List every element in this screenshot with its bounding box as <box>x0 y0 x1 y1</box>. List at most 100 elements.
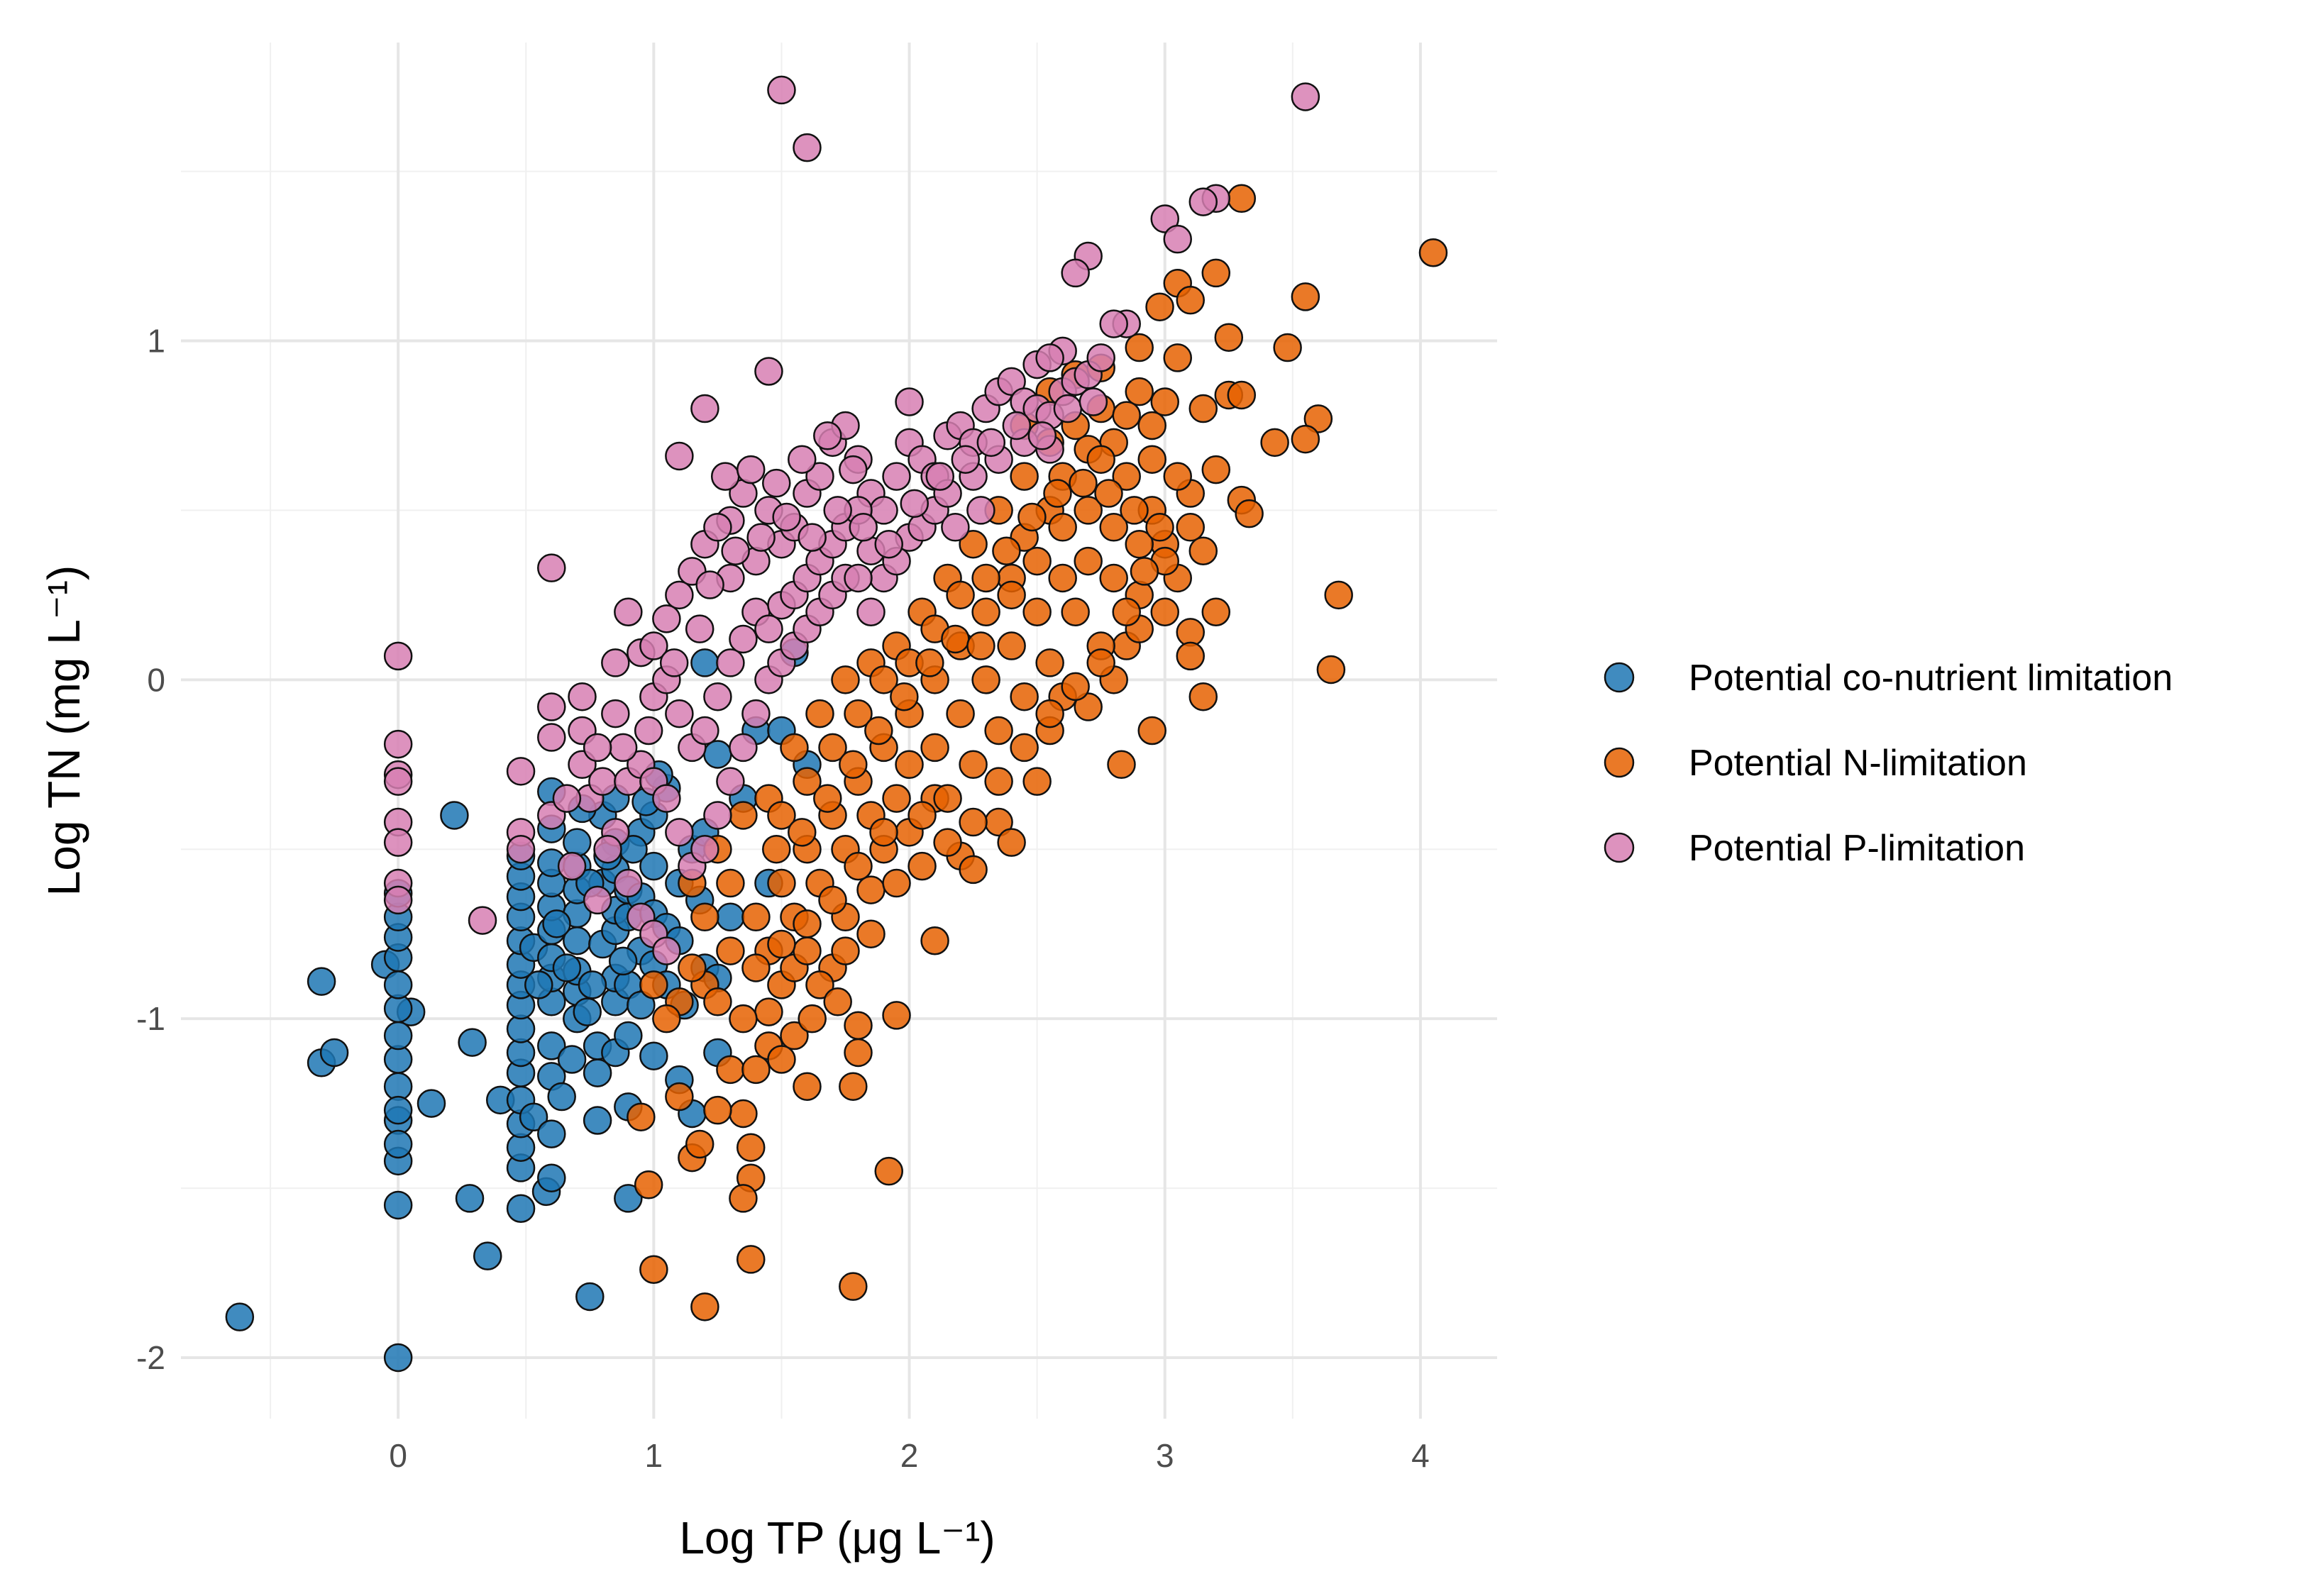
data-point <box>383 729 413 759</box>
data-point <box>1163 462 1193 491</box>
data-point <box>856 875 886 904</box>
data-point <box>703 740 732 769</box>
data-point <box>383 1095 413 1125</box>
data-point <box>895 387 924 416</box>
data-point <box>703 513 732 542</box>
data-point <box>882 784 911 813</box>
x-tick-label: 0 <box>389 1437 407 1474</box>
data-point <box>844 1038 873 1068</box>
data-point <box>1035 699 1064 728</box>
data-point <box>959 855 988 885</box>
data-point <box>767 801 796 830</box>
data-point <box>920 733 949 763</box>
data-point <box>547 1082 576 1112</box>
data-point <box>716 1055 745 1085</box>
data-point <box>844 699 873 728</box>
data-point <box>703 987 732 1016</box>
data-point <box>552 784 582 813</box>
data-point <box>1291 82 1320 111</box>
data-point <box>882 462 911 491</box>
data-point <box>639 1041 668 1070</box>
x-tick-label: 3 <box>1156 1437 1174 1474</box>
data-point <box>831 936 860 965</box>
data-point <box>537 553 566 582</box>
data-point <box>652 784 681 813</box>
data-point <box>736 1245 766 1274</box>
data-point <box>716 902 745 932</box>
data-point <box>383 828 413 857</box>
data-point <box>959 750 988 780</box>
data-point <box>839 455 868 484</box>
x-tick-label: 2 <box>900 1437 919 1474</box>
data-point <box>997 631 1026 660</box>
data-point <box>537 1163 566 1192</box>
data-point <box>849 513 878 542</box>
x-tick-label: 4 <box>1411 1437 1430 1474</box>
data-point <box>746 523 776 552</box>
data-point <box>1010 682 1039 711</box>
data-point <box>805 462 834 491</box>
data-point <box>1137 445 1166 474</box>
data-point <box>976 428 1006 458</box>
data-point <box>721 536 750 565</box>
data-point <box>900 489 929 519</box>
data-point <box>627 1102 656 1131</box>
legend-label: Potential co-nutrient limitation <box>1689 658 2173 699</box>
data-point <box>557 851 587 881</box>
data-point <box>1201 597 1231 627</box>
data-point <box>695 570 724 599</box>
data-point <box>971 665 1000 694</box>
data-point <box>473 1241 502 1270</box>
data-point <box>524 970 553 999</box>
data-point <box>729 1184 758 1213</box>
data-point <box>823 987 852 1016</box>
data-point <box>805 699 834 728</box>
data-point <box>839 1272 868 1301</box>
data-point <box>864 716 893 746</box>
data-point <box>1163 343 1193 372</box>
data-point <box>951 445 981 474</box>
data-point <box>468 906 497 935</box>
data-point <box>767 1045 796 1074</box>
data-point <box>307 967 336 996</box>
data-point <box>537 1031 566 1060</box>
grid-lines <box>181 43 1497 1419</box>
data-point <box>1112 401 1141 430</box>
data-point <box>639 851 668 881</box>
data-point <box>741 1055 771 1085</box>
data-point <box>542 909 571 938</box>
data-point <box>1176 641 1206 671</box>
data-point <box>831 665 860 694</box>
data-point <box>762 834 791 864</box>
data-point <box>997 828 1026 857</box>
data-point <box>798 523 827 552</box>
data-point <box>1048 513 1077 542</box>
data-point <box>1043 479 1072 508</box>
data-point <box>416 1089 446 1118</box>
data-point <box>984 716 1013 746</box>
data-point <box>665 818 694 847</box>
data-point <box>959 807 988 837</box>
data-point <box>519 1102 548 1131</box>
legend-key <box>1604 662 1635 693</box>
data-point <box>1260 428 1289 458</box>
data-point <box>1201 258 1231 288</box>
data-point <box>1176 513 1206 542</box>
data-point <box>440 801 469 830</box>
data-point <box>716 868 745 898</box>
data-point <box>652 1004 681 1033</box>
data-point <box>659 648 689 677</box>
data-point <box>780 1021 809 1051</box>
data-point <box>805 970 834 999</box>
x-axis-title: Log TP (μg L⁻¹) <box>679 1512 995 1563</box>
data-point <box>383 1343 413 1373</box>
data-point <box>754 997 783 1026</box>
data-point <box>1137 716 1166 746</box>
data-point <box>1150 204 1179 233</box>
data-point <box>1130 557 1159 586</box>
data-point <box>563 828 592 857</box>
y-axis-title: Log TN (mg L⁻¹) <box>38 565 89 897</box>
data-point <box>383 970 413 999</box>
y-tick-label: 1 <box>147 322 165 359</box>
data-point <box>690 394 719 423</box>
